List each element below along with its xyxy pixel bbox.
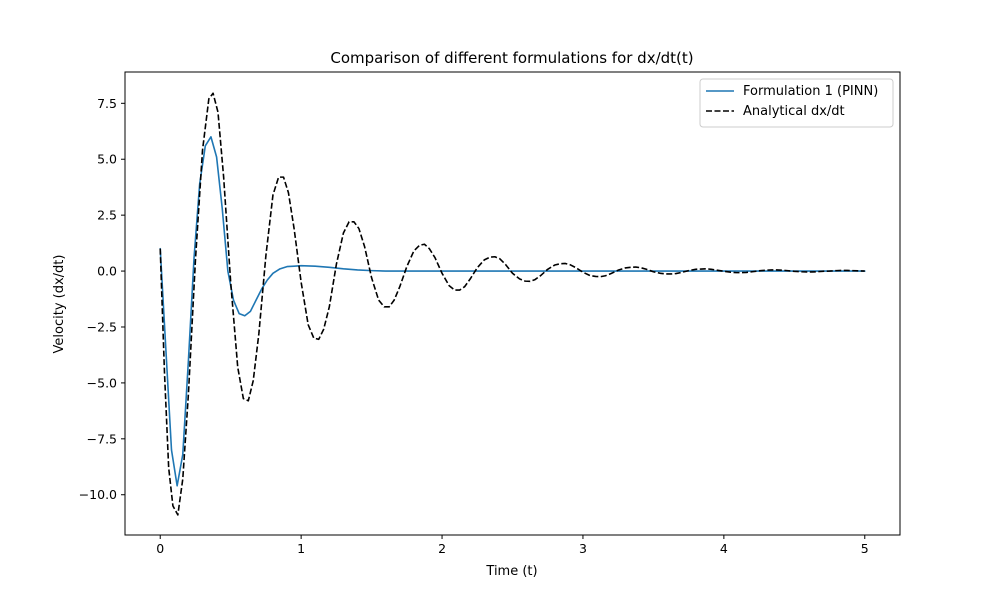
y-axis-label: Velocity (dx/dt) [52, 255, 67, 354]
x-tick-label: 5 [861, 541, 869, 556]
y-tick-label: 7.5 [97, 96, 117, 111]
series-line-analytical [159, 92, 865, 516]
x-axis-label: Time (t) [485, 564, 537, 579]
chart-title: Comparison of different formulations for… [330, 49, 693, 67]
legend-label-pinn: Formulation 1 (PINN) [743, 84, 878, 99]
x-tick-label: 1 [297, 541, 305, 556]
y-tick-label: −5.0 [87, 375, 117, 390]
y-tick-label: 0.0 [97, 264, 117, 279]
y-tick-label: 2.5 [97, 208, 117, 223]
y-tick-label: 5.0 [97, 152, 117, 167]
x-tick-label: 0 [156, 541, 164, 556]
x-tick-label: 3 [579, 541, 587, 556]
legend: Formulation 1 (PINN) Analytical dx/dt [699, 78, 894, 128]
legend-box [699, 78, 894, 128]
x-tick-label: 2 [438, 541, 446, 556]
series-line-pinn [159, 136, 866, 487]
y-tick-label: −7.5 [87, 431, 117, 446]
y-tick-label: −2.5 [87, 319, 117, 334]
x-tick-label: 4 [720, 541, 728, 556]
legend-label-analytical: Analytical dx/dt [743, 104, 845, 119]
plot-frame [124, 71, 901, 536]
y-tick-label: −10.0 [79, 487, 117, 502]
